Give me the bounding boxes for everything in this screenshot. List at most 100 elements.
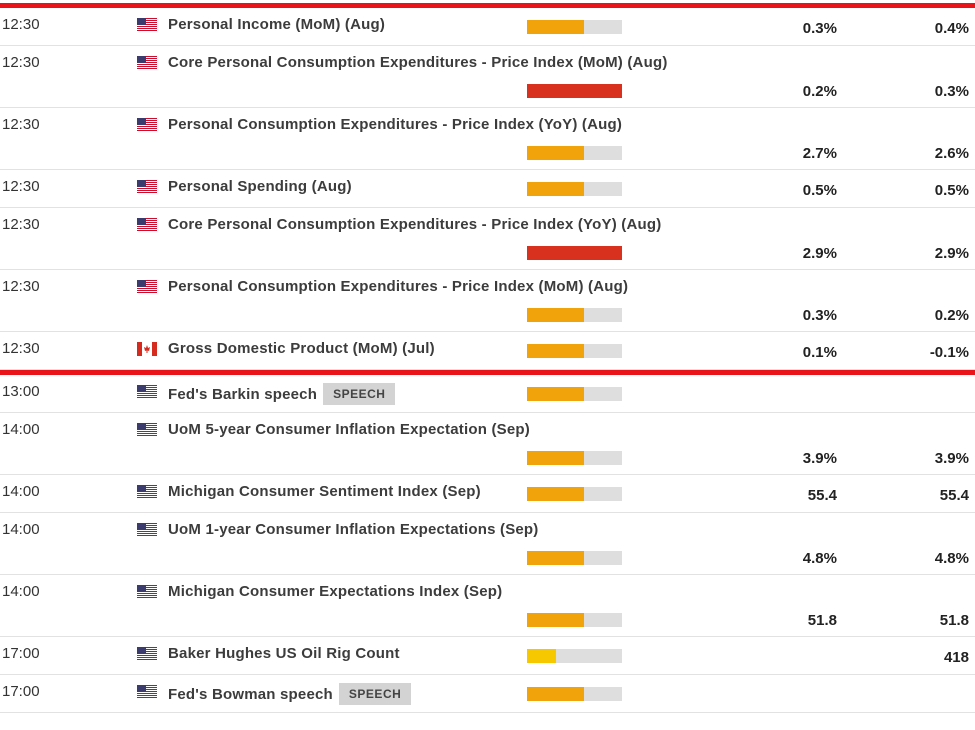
country-flag: [137, 385, 157, 399]
event-name: Personal Income (MoM) (Aug): [168, 16, 385, 34]
event-row[interactable]: 12:30 Personal Income (MoM) (Aug) 0.3% 0.4%: [0, 8, 975, 46]
event-figure: 0.3%: [802, 20, 837, 37]
country-flag: [137, 56, 157, 70]
country-flag: [137, 523, 157, 537]
event-figure: 51.8: [807, 612, 837, 629]
event-badge: SPEECH: [323, 383, 396, 405]
event-row[interactable]: 17:00 Baker Hughes US Oil Rig Count 418: [0, 637, 975, 675]
impact-bar: [527, 451, 622, 465]
event-list: 12:30 Personal Income (MoM) (Aug) 0.3% 0.4%…: [0, 3, 975, 713]
impact-bar: [527, 246, 622, 260]
event-name: Fed's Bowman speech SPEECH: [168, 683, 412, 705]
impact-bar: [527, 20, 622, 34]
event-time: 12:30: [2, 16, 40, 33]
time-separator: [0, 3, 975, 8]
impact-bar: [527, 649, 622, 663]
event-time: 13:00: [2, 383, 40, 400]
event-figure: 55.4: [807, 487, 837, 504]
impact-bar: [527, 182, 622, 196]
event-name: Fed's Barkin speech SPEECH: [168, 383, 396, 405]
event-row[interactable]: 14:00 UoM 1-year Consumer Inflation Expec…: [0, 513, 975, 575]
impact-level: [527, 246, 622, 260]
country-flag: [137, 218, 157, 232]
event-time: 12:30: [2, 216, 40, 233]
event-row[interactable]: 12:30 Personal Spending (Aug) 0.5% 0.5%: [0, 170, 975, 208]
event-figure: 0.3%: [802, 307, 837, 324]
event-row[interactable]: 12:30 Personal Consumption Expenditures -…: [0, 108, 975, 170]
event-figure: 3.9%: [802, 450, 837, 467]
event-row[interactable]: 12:30 Core Personal Consumption Expenditu…: [0, 208, 975, 270]
event-badge: SPEECH: [338, 683, 412, 705]
event-name: UoM 1-year Consumer Inflation Expectatio…: [168, 521, 539, 539]
impact-level: [527, 20, 584, 34]
event-title: Michigan Consumer Sentiment Index (Sep): [168, 483, 481, 500]
impact-bar: [527, 551, 622, 565]
event-title: UoM 5-year Consumer Inflation Expectatio…: [168, 421, 530, 438]
event-time: 14:00: [2, 583, 40, 600]
event-row[interactable]: 13:00 Fed's Barkin speech SPEECH: [0, 375, 975, 413]
event-figure: 0.1%: [802, 344, 837, 361]
event-title: Personal Consumption Expenditures - Pric…: [168, 278, 629, 295]
country-flag: [137, 585, 157, 599]
event-figure: 0.5%: [934, 182, 969, 199]
impact-level: [527, 387, 584, 401]
country-flag: [137, 180, 157, 194]
impact-bar: [527, 687, 622, 701]
country-flag: [137, 423, 157, 437]
event-time: 17:00: [2, 645, 40, 662]
event-figure: 51.8: [939, 612, 969, 629]
event-figure: 418: [943, 649, 969, 666]
event-name: Core Personal Consumption Expenditures -…: [168, 216, 661, 234]
event-title: Fed's Bowman speech: [168, 686, 333, 703]
impact-level: [527, 84, 622, 98]
event-figure: 0.2%: [802, 83, 837, 100]
event-row[interactable]: 14:00 Michigan Consumer Expectations Inde…: [0, 575, 975, 637]
event-name: Gross Domestic Product (MoM) (Jul): [168, 340, 435, 358]
country-flag: [137, 18, 157, 32]
event-row[interactable]: 12:30 Core Personal Consumption Expenditu…: [0, 46, 975, 108]
event-figure: 0.2%: [934, 307, 969, 324]
event-name: Michigan Consumer Expectations Index (Se…: [168, 583, 502, 601]
event-time: 14:00: [2, 421, 40, 438]
event-time: 12:30: [2, 116, 40, 133]
event-title: Michigan Consumer Expectations Index (Se…: [168, 583, 503, 600]
impact-bar: [527, 84, 622, 98]
impact-level: [527, 613, 584, 627]
event-time: 14:00: [2, 483, 40, 500]
event-name: Personal Consumption Expenditures - Pric…: [168, 278, 628, 296]
event-title: Fed's Barkin speech: [168, 386, 318, 403]
impact-level: [527, 344, 584, 358]
event-time: 12:30: [2, 278, 40, 295]
country-flag: [137, 118, 157, 132]
event-row[interactable]: 12:30 Personal Consumption Expenditures -…: [0, 270, 975, 332]
event-figure: 0.3%: [934, 83, 969, 100]
event-title: Gross Domestic Product (MoM) (Jul): [168, 340, 435, 357]
impact-level: [527, 487, 584, 501]
event-row[interactable]: 14:00 Michigan Consumer Sentiment Index (…: [0, 475, 975, 513]
impact-bar: [527, 487, 622, 501]
event-title: Baker Hughes US Oil Rig Count: [168, 645, 400, 662]
impact-level: [527, 687, 584, 701]
event-time: 14:00: [2, 521, 40, 538]
event-title: Core Personal Consumption Expenditures -…: [168, 216, 662, 233]
event-name: UoM 5-year Consumer Inflation Expectatio…: [168, 421, 530, 439]
event-figure: 0.5%: [802, 182, 837, 199]
event-row[interactable]: 17:00 Fed's Bowman speech SPEECH: [0, 675, 975, 713]
event-title: Personal Consumption Expenditures - Pric…: [168, 116, 623, 133]
impact-level: [527, 146, 584, 160]
impact-level: [527, 649, 556, 663]
event-title: Personal Spending (Aug): [168, 178, 352, 195]
impact-bar: [527, 308, 622, 322]
country-flag: [137, 280, 157, 294]
event-name: Baker Hughes US Oil Rig Count: [168, 645, 400, 663]
event-figure: 0.4%: [934, 20, 969, 37]
event-figure: 2.9%: [802, 245, 837, 262]
impact-level: [527, 551, 584, 565]
event-row[interactable]: 12:30 Gross Domestic Product (MoM) (Jul) 0…: [0, 332, 975, 370]
impact-bar: [527, 146, 622, 160]
country-flag: [137, 685, 157, 699]
event-row[interactable]: 14:00 UoM 5-year Consumer Inflation Expec…: [0, 413, 975, 475]
event-title: Personal Income (MoM) (Aug): [168, 16, 386, 33]
event-figure: 55.4: [939, 487, 969, 504]
